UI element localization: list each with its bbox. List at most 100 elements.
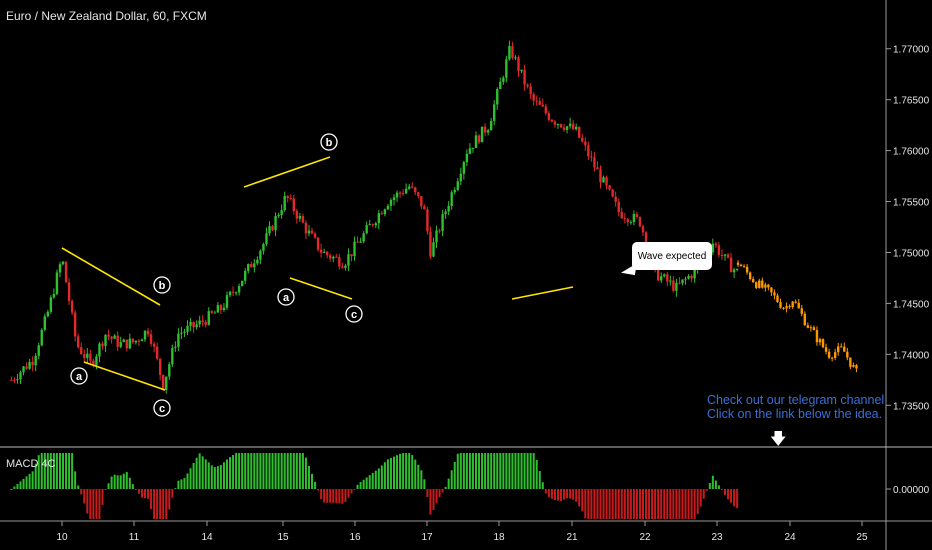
wave-label-circle: [153, 276, 171, 294]
candle-body: [286, 195, 289, 199]
macd-bar: [307, 465, 310, 489]
macd-bar: [684, 489, 687, 519]
macd-bar: [566, 489, 569, 499]
macd-bar: [399, 453, 402, 489]
candle-body: [426, 209, 429, 232]
macd-bar: [733, 489, 736, 507]
macd-bar: [693, 489, 696, 519]
candle-body: [13, 379, 16, 381]
macd-bar: [590, 489, 593, 519]
macd-bar: [222, 462, 225, 489]
macd-bar: [216, 466, 219, 489]
macd-bar: [65, 453, 68, 489]
macd-bar: [642, 489, 645, 519]
time-tick-label: 15: [277, 532, 289, 543]
candle-body: [456, 181, 459, 190]
time-tick-label: 24: [784, 532, 796, 543]
macd-bar: [244, 453, 247, 489]
candle-body: [213, 312, 217, 314]
candle-body: [134, 340, 138, 343]
macd-bar: [174, 488, 177, 490]
macd-bar: [496, 453, 499, 489]
candle-body: [174, 346, 177, 348]
candle-body: [574, 126, 578, 130]
time-tick-label: 18: [493, 532, 505, 543]
price-axis[interactable]: 1.77000 1.76500 1.76000 1.75500 1.75000 1.745…: [886, 45, 930, 496]
candle-body: [110, 336, 113, 339]
telegram-line-2: Click on the link below the idea.: [707, 407, 883, 421]
candle-body: [353, 241, 356, 257]
candle-body: [538, 101, 541, 105]
candle-body: [307, 230, 311, 234]
candle-body: [614, 196, 617, 202]
macd-bar: [28, 473, 31, 489]
macd-bar: [147, 489, 150, 499]
macd-bar: [365, 477, 368, 489]
macd-bar: [140, 489, 143, 498]
macd-bar: [107, 483, 110, 489]
macd-bar: [368, 475, 371, 489]
macd-bar: [150, 489, 153, 510]
projection-body: [770, 287, 773, 293]
candle-body: [532, 94, 535, 101]
macd-bar: [547, 489, 550, 498]
candle-body: [268, 226, 271, 234]
macd-bar: [62, 453, 65, 489]
macd-bar: [250, 453, 253, 489]
trendline: [289, 277, 353, 300]
down-arrow-icon: 🡇: [770, 431, 787, 448]
candle-body: [67, 282, 71, 302]
candle-body: [717, 245, 721, 256]
projection-body: [846, 351, 849, 358]
candle-body: [195, 324, 198, 328]
macd-bar: [623, 489, 626, 519]
macd-bar: [617, 489, 620, 519]
macd-bar: [402, 453, 405, 489]
candle-body: [253, 263, 256, 268]
macd-bar: [86, 489, 89, 514]
macd-bar: [280, 453, 283, 489]
macd-bar: [717, 485, 720, 489]
candle-body: [629, 222, 633, 224]
macd-bar: [444, 486, 447, 489]
candle-body: [107, 334, 110, 337]
candle-body: [234, 292, 238, 294]
macd-bar: [195, 457, 198, 489]
macd-bar: [232, 455, 235, 489]
wave-expected-callout: Wave expected: [632, 242, 712, 270]
macd-bar: [165, 489, 168, 519]
candle-body: [250, 264, 253, 268]
projection-body: [815, 330, 819, 343]
wave-label-text: b: [326, 137, 333, 149]
macd-bar: [517, 453, 520, 489]
candle-body: [95, 356, 98, 366]
macd-bar: [563, 489, 566, 500]
candle-body: [259, 250, 262, 260]
macd-bar: [578, 489, 581, 507]
time-axis[interactable]: 10 11 14 15 16 17 18 21 22 23 24 25: [56, 521, 868, 543]
candle-body: [171, 347, 174, 365]
candle-body: [295, 211, 299, 219]
candle-body: [514, 57, 517, 59]
projection-body: [818, 339, 822, 343]
macd-bar: [74, 471, 77, 489]
macd-bar: [326, 489, 329, 503]
macd-bar: [89, 489, 92, 519]
price-tick-label: 1.76500: [893, 96, 930, 107]
macd-bar: [438, 489, 441, 498]
macd-bar: [192, 462, 195, 489]
candle-body: [219, 305, 223, 310]
candle-body: [411, 186, 414, 188]
macd-bar: [553, 489, 556, 501]
macd-bar: [186, 473, 189, 489]
candle-body: [58, 264, 62, 273]
candle-body: [362, 233, 365, 242]
candle-body: [46, 311, 50, 317]
macd-bar: [672, 489, 675, 519]
candle-body: [204, 322, 207, 325]
macd-bar: [207, 462, 210, 489]
macd-bar: [347, 489, 350, 498]
candle-body: [64, 261, 68, 283]
wave-trendlines: [61, 156, 574, 391]
candle-body: [483, 126, 487, 133]
